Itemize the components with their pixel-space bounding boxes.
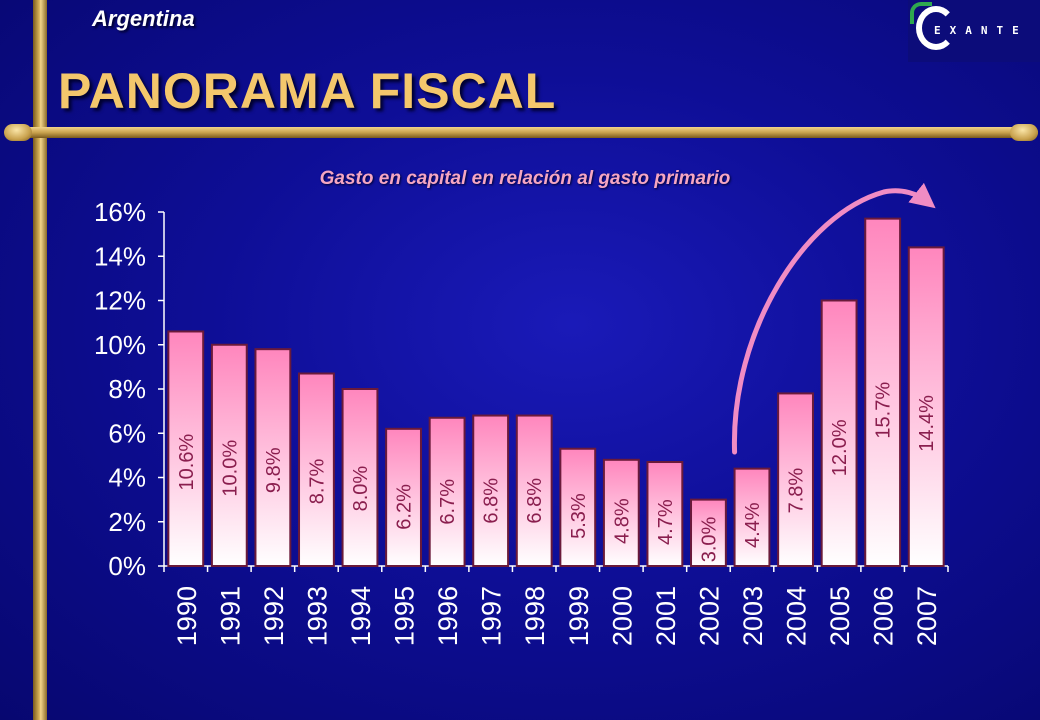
bar	[820, 299, 858, 567]
bar-value-label: 9.8%	[263, 447, 285, 493]
y-tick-label: 16%	[94, 197, 146, 227]
x-tick-label: 1999	[564, 586, 594, 646]
y-tick-label: 4%	[108, 463, 146, 493]
y-tick-label: 8%	[108, 374, 146, 404]
x-tick-label: 1993	[302, 586, 332, 646]
y-tick-label: 10%	[94, 330, 146, 360]
bar	[515, 414, 553, 567]
bar-value-label: 6.2%	[394, 484, 416, 530]
bar	[428, 416, 466, 568]
bar-value-label: 6.7%	[437, 479, 459, 525]
chart-axes	[158, 211, 949, 572]
y-tick-label: 6%	[108, 418, 146, 448]
chart-bars: 10.6% 10.0% 9.8% 8.7% 8.0% 6.2% 6.7% 6.8% 6.8% 5.…	[167, 217, 945, 568]
bar-value-label: 12.0%	[829, 419, 851, 476]
chart-title: Gasto en capital en relación al gasto pr…	[319, 168, 731, 189]
x-tick-label: 1995	[390, 586, 420, 646]
x-tick-label: 2001	[651, 586, 681, 646]
x-tick-label: 2004	[782, 586, 812, 646]
y-tick-label: 2%	[108, 507, 146, 537]
bar	[167, 330, 205, 567]
bar-value-label: 6.8%	[524, 478, 546, 524]
bar-value-label: 10.6%	[176, 434, 198, 491]
bar	[298, 372, 335, 568]
bar	[733, 467, 771, 567]
bar-value-label: 6.8%	[481, 478, 503, 524]
bar-value-label: 7.8%	[786, 468, 808, 514]
y-tick-label: 14%	[94, 241, 146, 271]
y-tick-label: 12%	[94, 286, 146, 316]
x-tick-label: 2005	[825, 586, 855, 646]
chart-tick-labels: 0% 2% 4% 6% 8% 10% 12% 14% 16% 1990 1991 1992 1993 19…	[94, 197, 942, 646]
logo-c-mark	[916, 6, 956, 50]
bar	[864, 217, 902, 567]
x-tick-label: 2006	[869, 586, 899, 646]
bar-value-label: 4.4%	[742, 502, 764, 548]
bar-value-label: 15.7%	[873, 382, 895, 439]
x-tick-label: 1990	[172, 586, 202, 646]
x-tick-label: 1998	[520, 586, 550, 646]
page-title: PANORAMA FISCAL	[58, 63, 557, 119]
bar	[472, 414, 510, 567]
x-tick-label: 1994	[346, 586, 376, 646]
bar	[602, 458, 640, 567]
y-tick-label: 0%	[108, 551, 146, 581]
bar	[385, 427, 422, 568]
bar	[646, 461, 684, 568]
x-tick-label: 2000	[607, 586, 637, 646]
decorative-vertical-bar	[33, 0, 47, 720]
company-logo: EXANTE	[908, 0, 1040, 62]
logo-swoosh-icon	[910, 2, 932, 24]
decorative-horizontal-bar	[8, 127, 1038, 138]
decorative-bar-end-left	[4, 124, 32, 141]
x-tick-label: 2003	[738, 586, 768, 646]
bar	[254, 348, 292, 567]
bar-value-label: 10.0%	[219, 440, 241, 497]
bar-value-label: 3.0%	[698, 516, 720, 562]
bar	[341, 388, 379, 567]
x-tick-label: 1996	[433, 586, 463, 646]
bar-value-label: 5.3%	[568, 493, 590, 539]
x-tick-label: 1992	[259, 586, 289, 646]
bar	[690, 498, 727, 567]
bar-value-label: 8.7%	[306, 458, 328, 504]
x-tick-label: 1997	[477, 586, 507, 646]
x-tick-label: 2007	[912, 586, 942, 646]
bar	[210, 343, 248, 567]
bar-value-label: 4.8%	[611, 498, 633, 544]
decorative-bar-end-right	[1010, 124, 1038, 141]
bar	[907, 246, 945, 567]
x-tick-label: 2002	[694, 586, 724, 646]
country-label: Argentina	[92, 6, 195, 31]
bar-value-label: 8.0%	[350, 466, 372, 512]
logo-wordmark: EXANTE	[934, 24, 1028, 37]
trend-arrow	[732, 182, 936, 455]
bar	[777, 392, 814, 567]
bar	[559, 447, 597, 567]
bar-value-label: 4.7%	[655, 499, 677, 545]
bar-value-label: 14.4%	[916, 395, 938, 452]
x-tick-label: 1991	[215, 586, 245, 646]
